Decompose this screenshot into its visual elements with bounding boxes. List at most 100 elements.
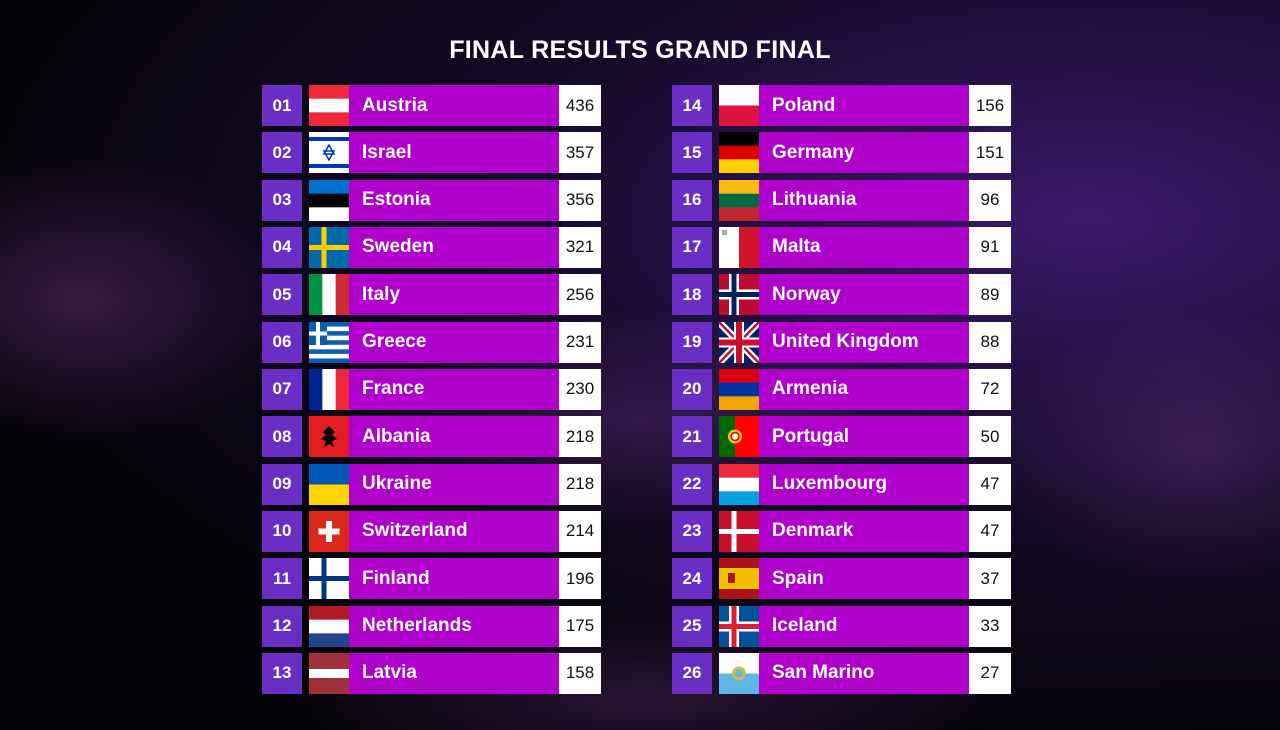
rank-badge: 14	[672, 85, 712, 126]
result-row: 02 Israel 357	[262, 132, 601, 174]
result-row: 06 Greece 231	[262, 321, 601, 363]
luxembourg-flag-icon	[719, 463, 759, 505]
rank-badge: 15	[672, 132, 712, 174]
rank-badge: 16	[672, 179, 712, 221]
switzerland-flag-icon	[309, 510, 349, 552]
points-value: 72	[969, 368, 1011, 410]
rank-badge: 22	[672, 463, 712, 505]
points-value: 37	[969, 558, 1011, 600]
country-name: Albania	[349, 416, 559, 458]
rank-badge: 17	[672, 226, 712, 268]
result-row: 10 Switzerland 214	[262, 510, 601, 552]
points-value: 230	[559, 368, 601, 410]
page-title: FINAL RESULTS GRAND FINAL	[449, 36, 831, 64]
country-name: Ukraine	[349, 463, 559, 505]
rank-badge: 19	[672, 321, 712, 363]
sweden-flag-icon	[309, 226, 349, 268]
rank-badge: 08	[262, 416, 302, 458]
ukraine-flag-icon	[309, 463, 349, 505]
result-row: 24 Spain 37	[672, 558, 1011, 600]
portugal-flag-icon	[719, 416, 759, 458]
points-value: 89	[969, 274, 1011, 316]
points-value: 357	[559, 132, 601, 174]
result-row: 19 United Kingdom 88	[672, 321, 1011, 363]
israel-flag-icon	[309, 132, 349, 174]
spain-flag-icon	[719, 558, 759, 600]
country-name: Netherlands	[349, 605, 559, 647]
points-value: 151	[969, 132, 1011, 174]
result-row: 15 Germany 151	[672, 132, 1011, 174]
country-name: Poland	[759, 85, 969, 126]
points-value: 33	[969, 605, 1011, 647]
result-row: 08 Albania 218	[262, 416, 601, 458]
points-value: 175	[559, 605, 601, 647]
rank-badge: 03	[262, 179, 302, 221]
country-name: Sweden	[349, 226, 559, 268]
country-name: Latvia	[349, 652, 559, 694]
result-row: 22 Luxembourg 47	[672, 463, 1011, 505]
result-row: 26 San Marino 27	[672, 652, 1011, 694]
armenia-flag-icon	[719, 368, 759, 410]
netherlands-flag-icon	[309, 605, 349, 647]
points-value: 321	[559, 226, 601, 268]
result-row: 25 Iceland 33	[672, 605, 1011, 647]
country-name: Lithuania	[759, 179, 969, 221]
points-value: 27	[969, 652, 1011, 694]
country-name: Germany	[759, 132, 969, 174]
country-name: Armenia	[759, 368, 969, 410]
rank-badge: 20	[672, 368, 712, 410]
rank-badge: 12	[262, 605, 302, 647]
points-value: 214	[559, 510, 601, 552]
rank-badge: 05	[262, 274, 302, 316]
rank-badge: 25	[672, 605, 712, 647]
country-name: Israel	[349, 132, 559, 174]
points-value: 436	[559, 85, 601, 126]
country-name: Finland	[349, 558, 559, 600]
rank-badge: 21	[672, 416, 712, 458]
points-value: 356	[559, 179, 601, 221]
result-row: 20 Armenia 72	[672, 368, 1011, 410]
rank-badge: 02	[262, 132, 302, 174]
rank-badge: 06	[262, 321, 302, 363]
country-name: Denmark	[759, 510, 969, 552]
country-name: Austria	[349, 85, 559, 126]
points-value: 218	[559, 463, 601, 505]
germany-flag-icon	[719, 132, 759, 174]
uk-flag-icon	[719, 321, 759, 363]
result-row: 01 Austria 436	[262, 85, 601, 126]
points-value: 156	[969, 85, 1011, 126]
latvia-flag-icon	[309, 652, 349, 694]
rank-badge: 24	[672, 558, 712, 600]
result-row: 23 Denmark 47	[672, 510, 1011, 552]
rank-badge: 07	[262, 368, 302, 410]
albania-flag-icon	[309, 416, 349, 458]
rank-badge: 01	[262, 85, 302, 126]
result-row: 04 Sweden 321	[262, 226, 601, 268]
points-value: 96	[969, 179, 1011, 221]
country-name: Portugal	[759, 416, 969, 458]
points-value: 218	[559, 416, 601, 458]
points-value: 91	[969, 226, 1011, 268]
rank-badge: 11	[262, 558, 302, 600]
result-row: 17 Malta 91	[672, 226, 1011, 268]
result-row: 09 Ukraine 218	[262, 463, 601, 505]
rank-badge: 13	[262, 652, 302, 694]
result-row: 11 Finland 196	[262, 558, 601, 600]
iceland-flag-icon	[719, 605, 759, 647]
points-value: 231	[559, 321, 601, 363]
italy-flag-icon	[309, 274, 349, 316]
country-name: San Marino	[759, 652, 969, 694]
points-value: 158	[559, 652, 601, 694]
country-name: France	[349, 368, 559, 410]
result-row: 21 Portugal 50	[672, 416, 1011, 458]
result-row: 07 France 230	[262, 368, 601, 410]
rank-badge: 10	[262, 510, 302, 552]
malta-flag-icon	[719, 226, 759, 268]
country-name: United Kingdom	[759, 321, 969, 363]
san-marino-flag-icon	[719, 652, 759, 694]
country-name: Estonia	[349, 179, 559, 221]
country-name: Iceland	[759, 605, 969, 647]
finland-flag-icon	[309, 558, 349, 600]
rank-badge: 23	[672, 510, 712, 552]
